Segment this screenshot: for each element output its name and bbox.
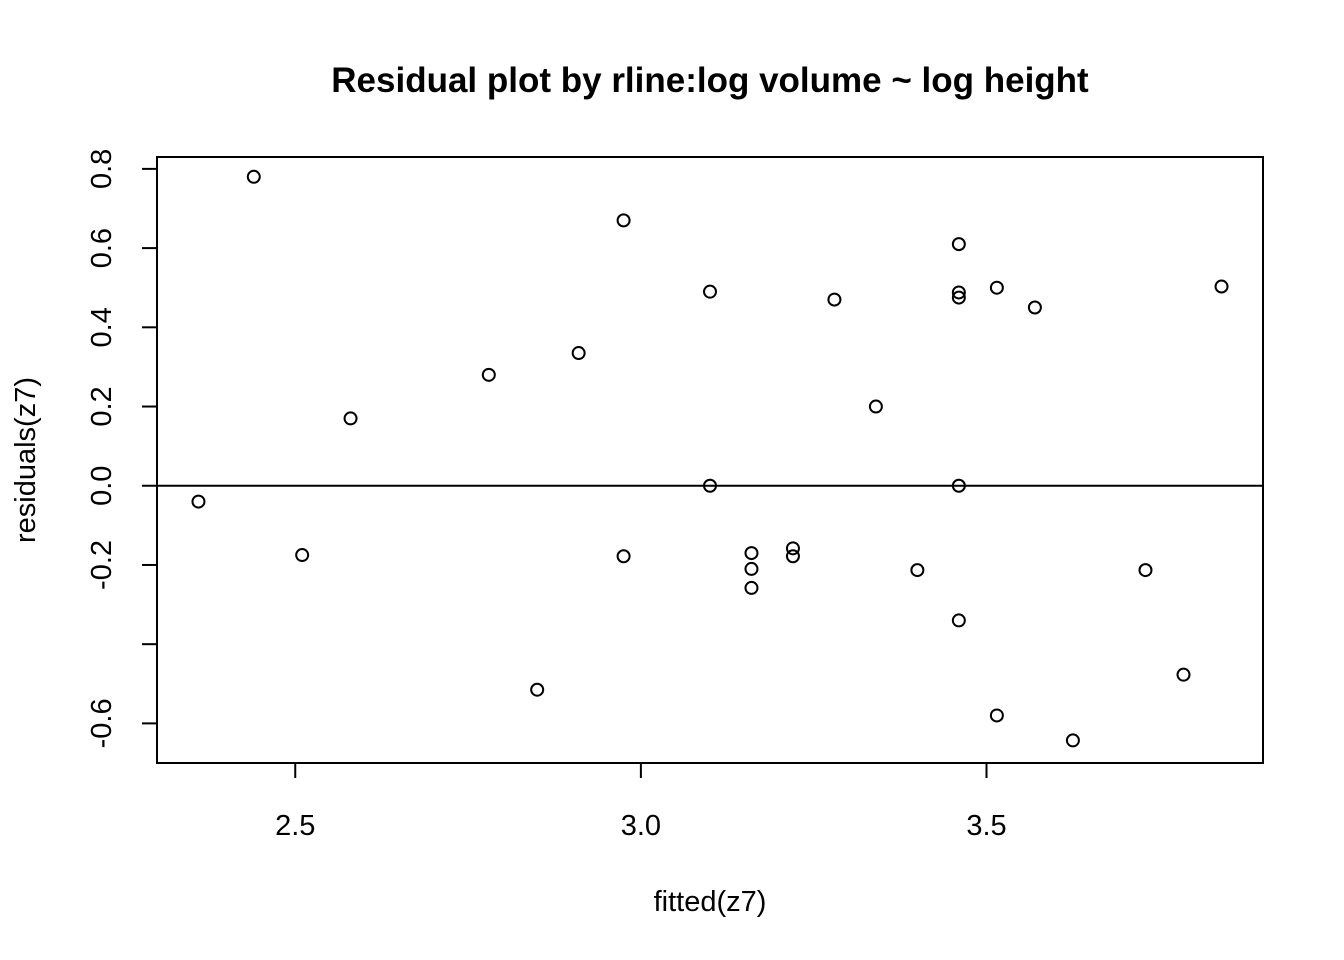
data-point <box>868 399 883 414</box>
data-point <box>1138 563 1153 578</box>
x-tick-label: 2.5 <box>275 810 315 842</box>
data-point <box>616 549 631 564</box>
data-point <box>951 478 966 493</box>
data-point <box>616 213 631 228</box>
data-points <box>191 169 1229 748</box>
data-point <box>1214 279 1229 294</box>
data-point <box>703 284 717 299</box>
x-tick-label: 3.0 <box>621 810 661 842</box>
y-axis-label: residuals(z7) <box>10 377 42 543</box>
data-point <box>989 280 1004 295</box>
data-point <box>1065 733 1080 748</box>
data-point <box>481 367 496 382</box>
data-point <box>191 494 206 509</box>
x-axis-label: fitted(z7) <box>654 886 767 918</box>
x-tick-label: 3.5 <box>966 810 1006 842</box>
data-point <box>785 549 800 564</box>
data-point <box>343 411 358 426</box>
y-tick-label: 0.2 <box>86 386 118 426</box>
data-point <box>1176 667 1191 682</box>
y-tick-label: 0.6 <box>86 228 118 268</box>
data-point <box>785 541 800 556</box>
data-point <box>571 346 586 361</box>
data-point <box>1027 300 1042 315</box>
data-point <box>951 237 966 252</box>
y-tick-label: 0.4 <box>86 307 118 347</box>
data-point <box>827 292 842 307</box>
data-point <box>744 580 759 595</box>
data-point <box>246 169 261 184</box>
data-point <box>951 613 966 628</box>
plot-frame <box>156 156 1264 764</box>
data-point <box>989 708 1004 723</box>
y-axis: -0.6 -0.2 0.0 0.2 0.4 0.6 0.8 <box>86 149 158 748</box>
data-point <box>744 561 759 576</box>
chart-title: Residual plot by rline:log volume ~ log … <box>331 61 1089 100</box>
y-tick-label: 0.0 <box>86 466 118 506</box>
data-point <box>703 478 717 493</box>
y-tick-label: -0.2 <box>86 540 118 590</box>
x-axis: 2.5 3.0 3.5 <box>275 762 1007 842</box>
data-point <box>744 546 759 561</box>
data-point <box>295 548 310 563</box>
y-tick-label: 0.8 <box>86 149 118 189</box>
y-tick-label: -0.6 <box>86 698 118 748</box>
data-point <box>910 563 925 578</box>
data-point <box>951 285 966 300</box>
data-point <box>530 682 545 697</box>
data-point <box>951 290 966 305</box>
